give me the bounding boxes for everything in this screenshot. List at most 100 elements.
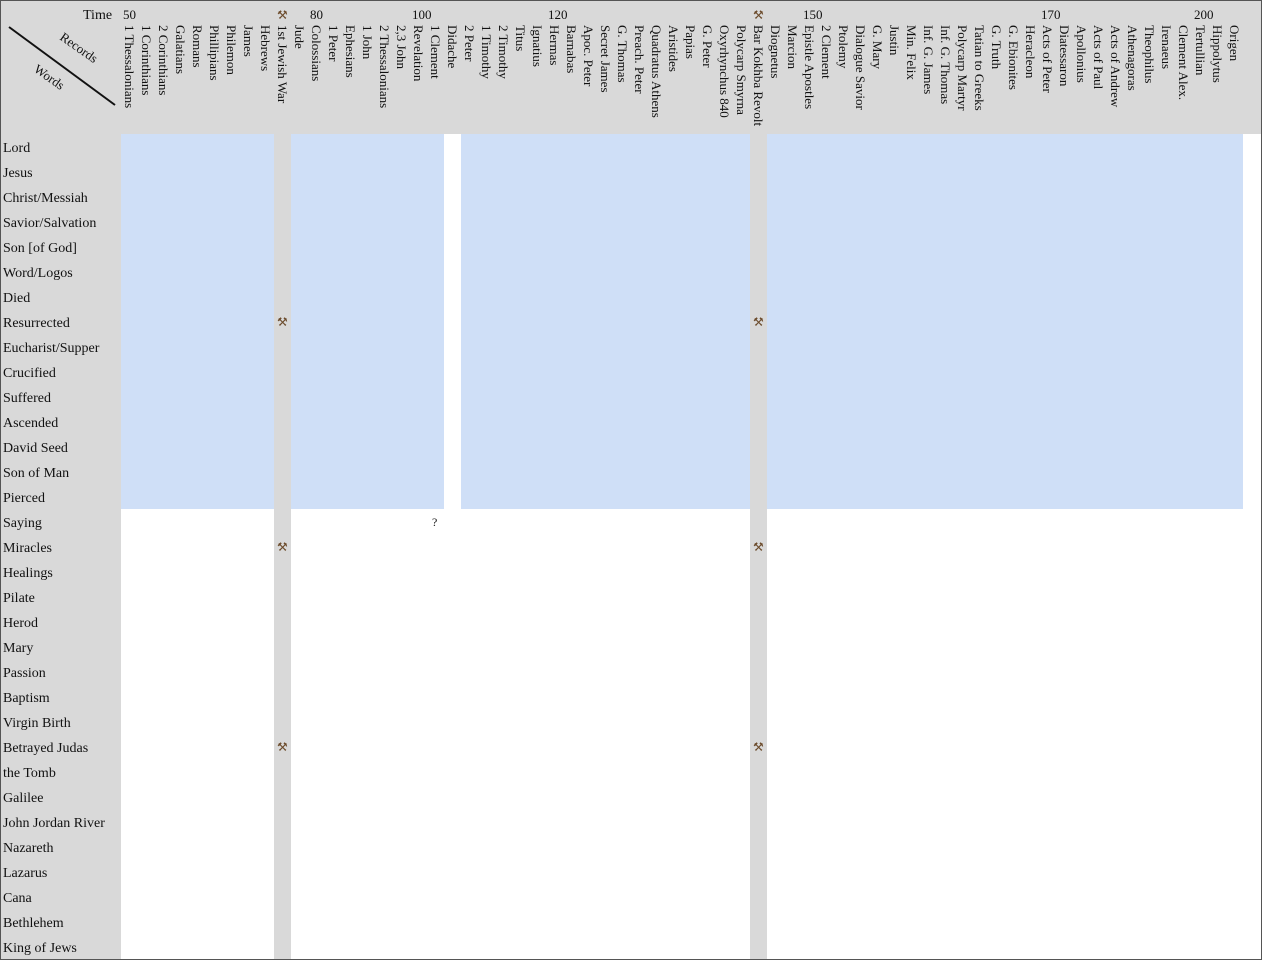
cell-r5-c3 bbox=[172, 259, 189, 284]
cell-r0-c65 bbox=[1226, 134, 1243, 159]
cell-r14-c63 bbox=[1192, 484, 1209, 509]
cell-r13-c23 bbox=[512, 459, 529, 484]
cell-r5-c6 bbox=[223, 259, 240, 284]
cell-r12-c21 bbox=[478, 434, 495, 459]
cell-r8-c56 bbox=[1073, 334, 1090, 359]
cell-r8-c12 bbox=[325, 334, 342, 359]
cell-r5-c17 bbox=[410, 259, 427, 284]
cell-r12-c60 bbox=[1141, 434, 1158, 459]
column-label: Irenaeus bbox=[1159, 25, 1174, 69]
cell-r2-c54 bbox=[1039, 184, 1056, 209]
cell-r7-c17 bbox=[410, 309, 427, 334]
column-label: Inf. G. James bbox=[921, 25, 936, 94]
cell-r8-c29 bbox=[614, 334, 631, 359]
cell-r7-c43 bbox=[852, 309, 869, 334]
cell-r1-c31 bbox=[648, 159, 665, 184]
cell-r5-c63 bbox=[1192, 259, 1209, 284]
cell-r14-c61 bbox=[1158, 484, 1175, 509]
cell-r6-c39 bbox=[784, 284, 801, 309]
column-label: James bbox=[241, 25, 256, 57]
cell-r6-c62 bbox=[1175, 284, 1192, 309]
cell-r3-c8 bbox=[257, 209, 274, 234]
cell-r7-c16 bbox=[393, 309, 410, 334]
cell-r14-c50 bbox=[971, 484, 988, 509]
cell-r9-c5 bbox=[206, 359, 223, 384]
cell-r6-c33 bbox=[682, 284, 699, 309]
cell-r14-c0 bbox=[121, 484, 138, 509]
cell-r10-c26 bbox=[563, 384, 580, 409]
cell-r13-c6 bbox=[223, 459, 240, 484]
cell-r2-c31 bbox=[648, 184, 665, 209]
cell-r11-c32 bbox=[665, 409, 682, 434]
cell-r1-c5 bbox=[206, 159, 223, 184]
cell-r2-c62 bbox=[1175, 184, 1192, 209]
cell-r13-c0 bbox=[121, 459, 138, 484]
cell-r9-c51 bbox=[988, 359, 1005, 384]
cell-r8-c50 bbox=[971, 334, 988, 359]
cell-r5-c7 bbox=[240, 259, 257, 284]
cell-r6-c50 bbox=[971, 284, 988, 309]
cell-r2-c12 bbox=[325, 184, 342, 209]
column-label: Preach. Peter bbox=[632, 25, 647, 94]
cell-r8-c14 bbox=[359, 334, 376, 359]
cell-r6-c15 bbox=[376, 284, 393, 309]
cell-r11-c14 bbox=[359, 409, 376, 434]
cell-r6-c35 bbox=[716, 284, 733, 309]
cell-r4-c16 bbox=[393, 234, 410, 259]
cell-r3-c61 bbox=[1158, 209, 1175, 234]
cell-r6-c42 bbox=[835, 284, 852, 309]
cell-r12-c10 bbox=[291, 434, 308, 459]
column-label: Polycarp Smyrna bbox=[734, 25, 749, 115]
cell-r9-c48 bbox=[937, 359, 954, 384]
cell-r11-c52 bbox=[1005, 409, 1022, 434]
cell-r5-c52 bbox=[1005, 259, 1022, 284]
cell-r1-c12 bbox=[325, 159, 342, 184]
cell-r8-c10 bbox=[291, 334, 308, 359]
cell-r8-c38 bbox=[767, 334, 784, 359]
cell-r9-c34 bbox=[699, 359, 716, 384]
cell-r9-c16 bbox=[393, 359, 410, 384]
cell-r2-c50 bbox=[971, 184, 988, 209]
cell-r2-c34 bbox=[699, 184, 716, 209]
cell-r2-c43 bbox=[852, 184, 869, 209]
cell-r12-c6 bbox=[223, 434, 240, 459]
cell-r7-c46 bbox=[903, 309, 920, 334]
cell-r0-c2 bbox=[155, 134, 172, 159]
column-label: 1 Timothy bbox=[479, 25, 494, 79]
cell-r11-c48 bbox=[937, 409, 954, 434]
cell-r4-c57 bbox=[1090, 234, 1107, 259]
cell-r1-c42 bbox=[835, 159, 852, 184]
cell-r0-c52 bbox=[1005, 134, 1022, 159]
cell-r11-c11 bbox=[308, 409, 325, 434]
cell-r2-c24 bbox=[529, 184, 546, 209]
cell-r0-c10 bbox=[291, 134, 308, 159]
cell-r2-c52 bbox=[1005, 184, 1022, 209]
cell-r3-c57 bbox=[1090, 209, 1107, 234]
cell-r0-c55 bbox=[1056, 134, 1073, 159]
cell-r2-c64 bbox=[1209, 184, 1226, 209]
cell-r10-c52 bbox=[1005, 384, 1022, 409]
cell-r13-c34 bbox=[699, 459, 716, 484]
cell-r7-c7 bbox=[240, 309, 257, 334]
cell-r9-c11 bbox=[308, 359, 325, 384]
cell-r6-c57 bbox=[1090, 284, 1107, 309]
cell-r6-c63 bbox=[1192, 284, 1209, 309]
cell-r8-c5 bbox=[206, 334, 223, 359]
cell-r1-c23 bbox=[512, 159, 529, 184]
cell-r8-c2 bbox=[155, 334, 172, 359]
cell-r9-c64 bbox=[1209, 359, 1226, 384]
cell-r4-c55 bbox=[1056, 234, 1073, 259]
cell-r4-c31 bbox=[648, 234, 665, 259]
cell-r0-c61 bbox=[1158, 134, 1175, 159]
cell-r3-c54 bbox=[1039, 209, 1056, 234]
cell-r2-c45 bbox=[886, 184, 903, 209]
cell-r5-c32 bbox=[665, 259, 682, 284]
cell-r13-c25 bbox=[546, 459, 563, 484]
row-label-background bbox=[1, 134, 121, 959]
cell-r4-c54 bbox=[1039, 234, 1056, 259]
cell-r12-c8 bbox=[257, 434, 274, 459]
cell-r6-c58 bbox=[1107, 284, 1124, 309]
cell-r0-c45 bbox=[886, 134, 903, 159]
cell-r8-c39 bbox=[784, 334, 801, 359]
cell-r12-c0 bbox=[121, 434, 138, 459]
